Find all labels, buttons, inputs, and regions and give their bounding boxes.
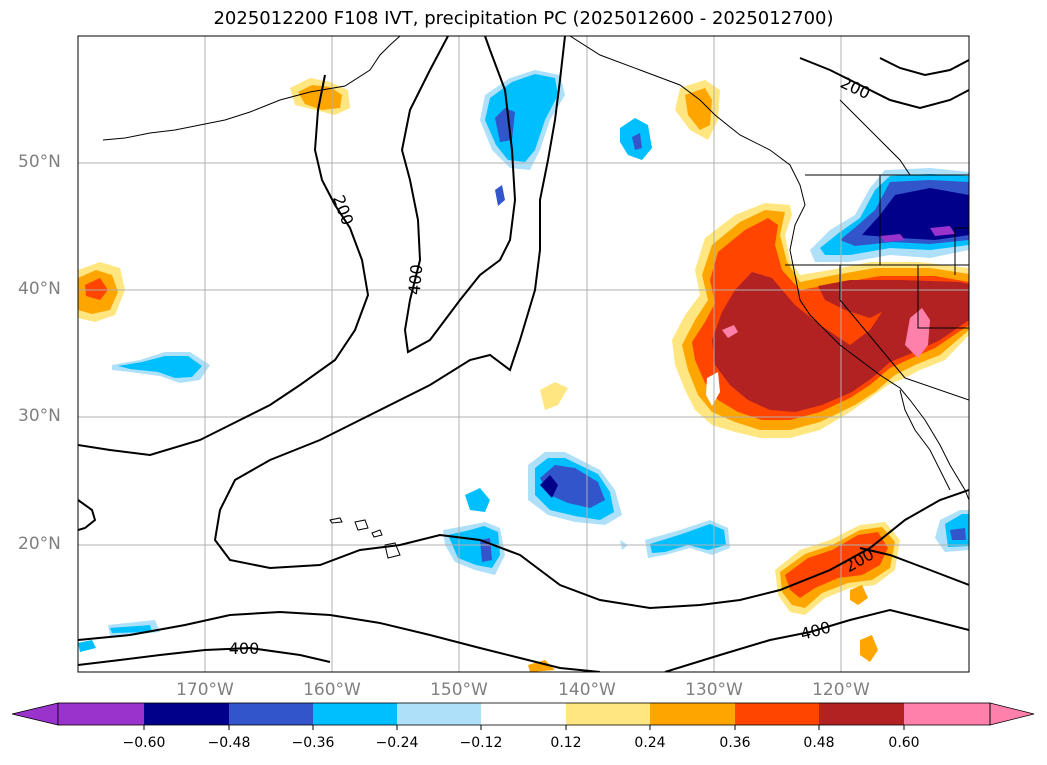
colorbar-bin (144, 703, 229, 725)
map-plot-area: 200 200 400 400 400 200 (78, 36, 969, 672)
colorbar-extend-low (11, 702, 59, 726)
lat-label: 30°N (18, 406, 61, 426)
coastlines (102, 36, 969, 501)
colorbar-tick-label: −0.48 (207, 735, 251, 751)
lon-label: 160°W (303, 680, 361, 700)
colorbar-tick-label: 0.48 (803, 735, 835, 751)
colorbar-bin (566, 703, 650, 725)
colorbar-tick-label: 0.12 (550, 735, 582, 751)
lat-label: 20°N (18, 534, 61, 554)
colorbar-tick-label: −0.36 (291, 735, 335, 751)
colorbar-bin (819, 703, 904, 725)
colorbar-extend-high (989, 702, 1035, 726)
colorbar-bin (229, 703, 313, 725)
colorbar-bin (650, 703, 735, 725)
colorbar-bin (735, 703, 819, 725)
graticule (78, 36, 969, 672)
lon-label: 120°W (812, 680, 870, 700)
hawaii-islands (329, 517, 401, 559)
colorbar-tick-label: −0.12 (459, 735, 503, 751)
contour-label: 400 (405, 263, 427, 295)
colorbar-bin (58, 703, 144, 725)
colorbar-bin (397, 703, 481, 725)
colorbar-bin (481, 703, 566, 725)
colorbar-bin (904, 703, 990, 725)
map-frame (77, 35, 970, 673)
lat-label: 50°N (18, 152, 61, 172)
lon-label: 130°W (685, 680, 743, 700)
lon-label: 150°W (430, 680, 488, 700)
colorbar-tick-label: −0.24 (375, 735, 419, 751)
precip-anomaly-fill (78, 70, 969, 672)
lon-label: 140°W (558, 680, 616, 700)
colorbar-tick-label: 0.60 (888, 735, 920, 751)
colorbar-tick-label: 0.24 (634, 735, 666, 751)
map-title: 2025012200 F108 IVT, precipitation PC (2… (213, 8, 834, 29)
lon-label: 170°W (176, 680, 234, 700)
colorbar (11, 702, 1035, 730)
colorbar-tick-label: −0.60 (122, 735, 166, 751)
colorbar-bin (313, 703, 397, 725)
contour-label: 400 (229, 639, 260, 658)
lat-label: 40°N (18, 279, 61, 299)
colorbar-tick-label: 0.36 (719, 735, 751, 751)
ivt-contours (78, 36, 969, 672)
